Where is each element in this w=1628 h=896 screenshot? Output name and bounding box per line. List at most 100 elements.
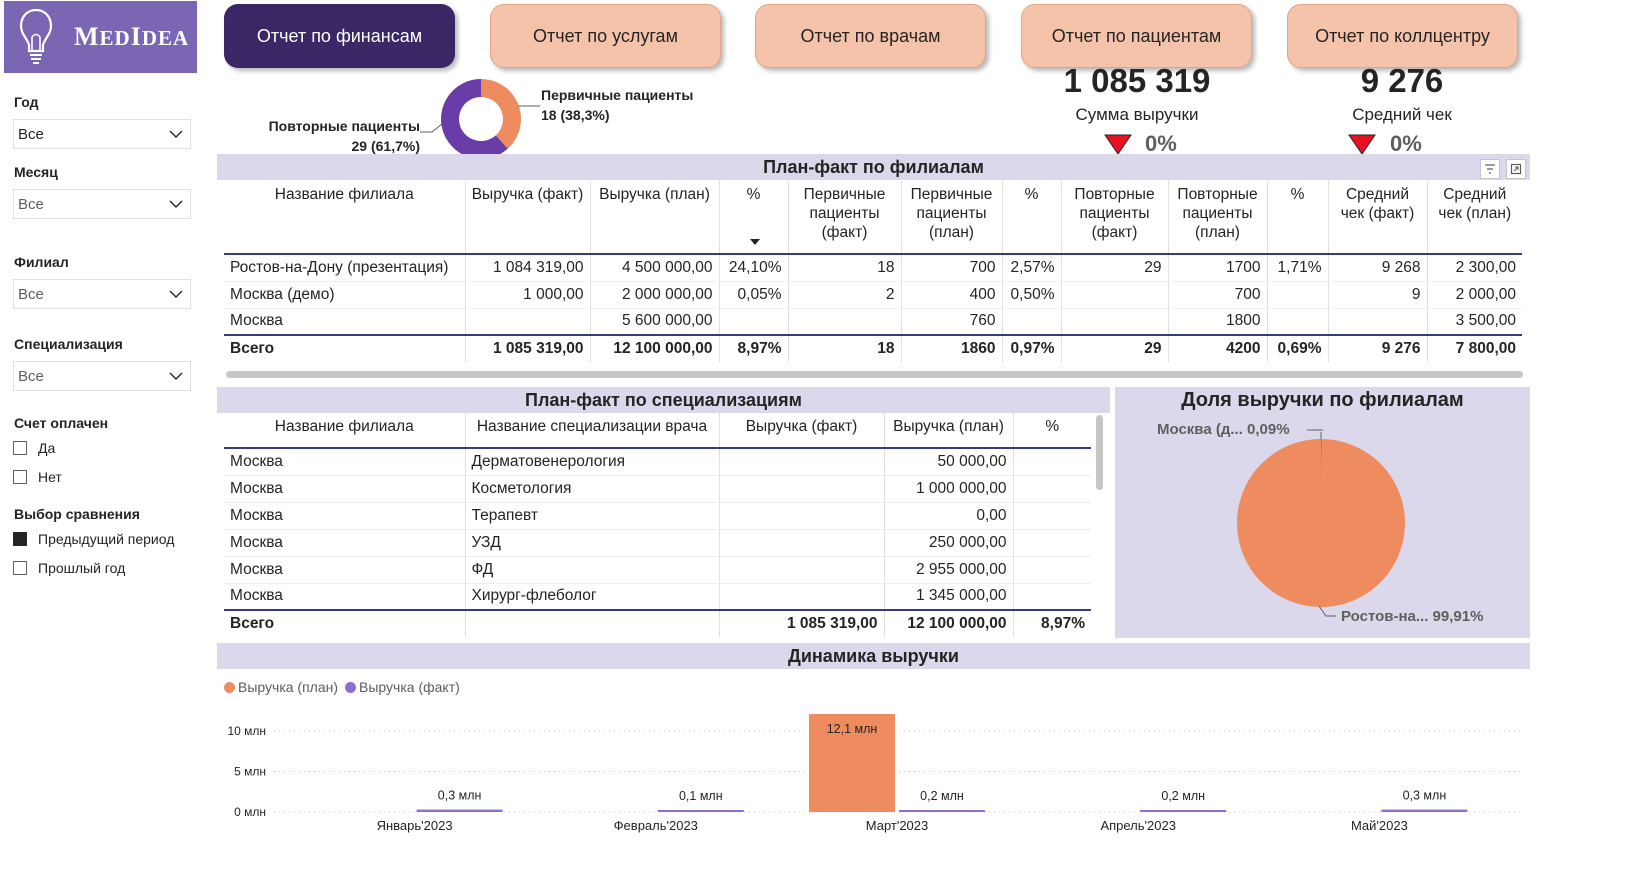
tab-services-report[interactable]: Отчет по услугам — [490, 4, 721, 68]
legend-item-plan[interactable]: Выручка (план) — [224, 679, 338, 695]
repeat-plan-cell: 4200 — [1168, 334, 1268, 362]
revenue-fact-cell — [719, 556, 885, 584]
bar-fact[interactable] — [1381, 809, 1468, 812]
horizontal-scrollbar[interactable] — [226, 371, 1523, 378]
paid-no-option[interactable]: Нет — [13, 469, 62, 485]
avg-check-kpi-change: 0% — [1390, 131, 1422, 156]
donut-repeat-label: Повторные пациенты 29 (61,7%) — [268, 118, 420, 154]
column-header[interactable]: % — [1013, 413, 1091, 449]
column-header[interactable]: Выручка (план) — [590, 181, 720, 255]
tab-doctors-report[interactable]: Отчет по врачам — [755, 4, 986, 68]
bar-fact[interactable] — [657, 810, 744, 812]
month-dropdown[interactable]: Все — [13, 189, 191, 219]
tab-finance-report[interactable]: Отчет по финансам — [224, 4, 455, 68]
option-label: Нет — [38, 469, 62, 485]
column-header[interactable]: Название специализации врача — [465, 413, 720, 449]
pct-cell — [1013, 475, 1091, 503]
checkbox-checked[interactable] — [13, 532, 27, 546]
column-header[interactable]: Первичные пациенты (факт) — [788, 181, 902, 255]
revenue-plan-cell: 12 100 000,00 — [590, 334, 720, 362]
chart-title: Динамика выручки — [217, 643, 1530, 669]
bar-fact[interactable] — [899, 810, 985, 812]
bar-plan[interactable] — [809, 714, 895, 812]
revenue-fact-cell: 1 085 319,00 — [719, 609, 885, 637]
tab-patients-report[interactable]: Отчет по пациентам — [1021, 4, 1252, 68]
bar-fact[interactable] — [416, 809, 503, 812]
column-header[interactable]: Название филиала — [224, 413, 466, 449]
column-header[interactable]: Повторные пациенты (план) — [1168, 181, 1268, 255]
branch-plan-fact-table: Название филиала Выручка (факт) Выручка … — [224, 181, 1522, 362]
chart-legend: Выручка (план) Выручка (факт) — [224, 679, 467, 695]
revenue-fact-cell — [719, 529, 885, 557]
column-header[interactable]: Выручка (факт) — [719, 413, 885, 449]
donut-slice-primary[interactable] — [481, 79, 521, 149]
lightbulb-icon — [19, 8, 53, 64]
pct-cell: 8,97% — [1013, 609, 1091, 637]
paid-yes-option[interactable]: Да — [13, 440, 55, 456]
trend-down-icon — [1104, 134, 1132, 155]
pie-leader-line — [1307, 429, 1323, 431]
column-header[interactable]: Первичные пациенты (план) — [901, 181, 1003, 255]
avg-check-plan-cell: 3 500,00 — [1427, 308, 1522, 336]
table-row[interactable]: Москва Хирург-флеболог 1 345 000,00 — [224, 583, 1091, 611]
donut-primary-label: Первичные пациенты 18 (38,3%) — [541, 87, 694, 123]
revenue-plan-cell: 1 345 000,00 — [884, 583, 1014, 611]
revenue-fact-cell: 1 000,00 — [465, 281, 591, 309]
column-header[interactable]: Средний чек (факт) — [1328, 181, 1428, 255]
revenue-pct-cell: 0,05% — [719, 281, 789, 309]
table-row[interactable]: Ростов-на-Дону (презентация) 1 084 319,00… — [224, 254, 1522, 282]
donut-slice-repeat[interactable] — [441, 79, 508, 159]
pct-cell — [1013, 556, 1091, 584]
branch-name-cell: Ростов-на-Дону (презентация) — [224, 254, 466, 282]
avg-check-plan-cell: 2 300,00 — [1427, 254, 1522, 282]
specialization-dropdown[interactable]: Все — [13, 361, 191, 391]
compare-previous-period-option[interactable]: Предыдущий период — [13, 531, 174, 547]
table-row[interactable]: Москва 5 600 000,00 760 1800 3 500,00 — [224, 308, 1522, 336]
checkbox[interactable] — [13, 470, 27, 484]
x-tick-label: Март'2023 — [866, 818, 929, 833]
revenue-plan-cell: 1 000 000,00 — [884, 475, 1014, 503]
legend-item-fact[interactable]: Выручка (факт) — [345, 679, 460, 695]
filter-icon[interactable] — [1480, 159, 1500, 179]
chevron-down-icon — [169, 200, 183, 208]
table-header-row: Название филиала Название специализации … — [224, 413, 1091, 449]
column-header[interactable]: Средний чек (план) — [1427, 181, 1522, 255]
specialization-filter-label: Специализация — [14, 336, 123, 352]
year-dropdown[interactable]: Все — [13, 119, 191, 149]
vertical-scrollbar[interactable] — [1096, 415, 1103, 490]
branch-dropdown[interactable]: Все — [13, 279, 191, 309]
checkbox[interactable] — [13, 441, 27, 455]
column-header[interactable]: Выручка (факт) — [465, 181, 591, 255]
repeat-pct-cell: 0,69% — [1267, 334, 1329, 362]
compare-last-year-option[interactable]: Прошлый год — [13, 560, 125, 576]
focus-mode-icon[interactable] — [1506, 159, 1526, 179]
table-row[interactable]: Москва УЗД 250 000,00 — [224, 529, 1091, 557]
table-row[interactable]: Москва Терапевт 0,00 — [224, 502, 1091, 530]
table-row[interactable]: Москва Косметология 1 000 000,00 — [224, 475, 1091, 503]
y-tick-label: 10 млн — [227, 724, 266, 738]
pie-title: Доля выручки по филиалам — [1181, 389, 1464, 411]
table-row[interactable]: Москва ФД 2 955 000,00 — [224, 556, 1091, 584]
primary-plan-cell: 1860 — [901, 334, 1003, 362]
column-header[interactable]: Название филиала — [224, 181, 466, 255]
checkbox[interactable] — [13, 561, 27, 575]
pie-slice-1[interactable] — [1237, 439, 1406, 607]
revenue-fact-cell — [719, 448, 885, 476]
column-header[interactable]: % — [1267, 181, 1329, 255]
x-tick-label: Февраль'2023 — [614, 818, 698, 833]
specialization-cell: УЗД — [465, 529, 720, 557]
column-header[interactable]: Повторные пациенты (факт) — [1061, 181, 1169, 255]
column-header[interactable]: Выручка (план) — [884, 413, 1014, 449]
branch-name-cell: Москва — [224, 308, 466, 336]
tab-callcenter-report[interactable]: Отчет по коллцентру — [1287, 4, 1518, 68]
column-header-sorted[interactable]: % — [719, 181, 789, 255]
table-row[interactable]: Москва Дерматовенерология 50 000,00 — [224, 448, 1091, 476]
column-header[interactable]: % — [1002, 181, 1062, 255]
table-row[interactable]: Москва (демо) 1 000,00 2 000 000,00 0,05% 2 4… — [224, 281, 1522, 309]
avg-check-fact-cell: 9 — [1328, 281, 1428, 309]
legend-dot — [345, 681, 357, 693]
table-total-row[interactable]: Всего 1 085 319,00 12 100 000,00 8,97% — [224, 609, 1091, 637]
bar-fact[interactable] — [1140, 810, 1227, 812]
table-total-row[interactable]: Всего 1 085 319,00 12 100 000,00 8,97% 18 186… — [224, 334, 1522, 362]
avg-check-kpi-value: 9 276 — [1360, 62, 1444, 99]
